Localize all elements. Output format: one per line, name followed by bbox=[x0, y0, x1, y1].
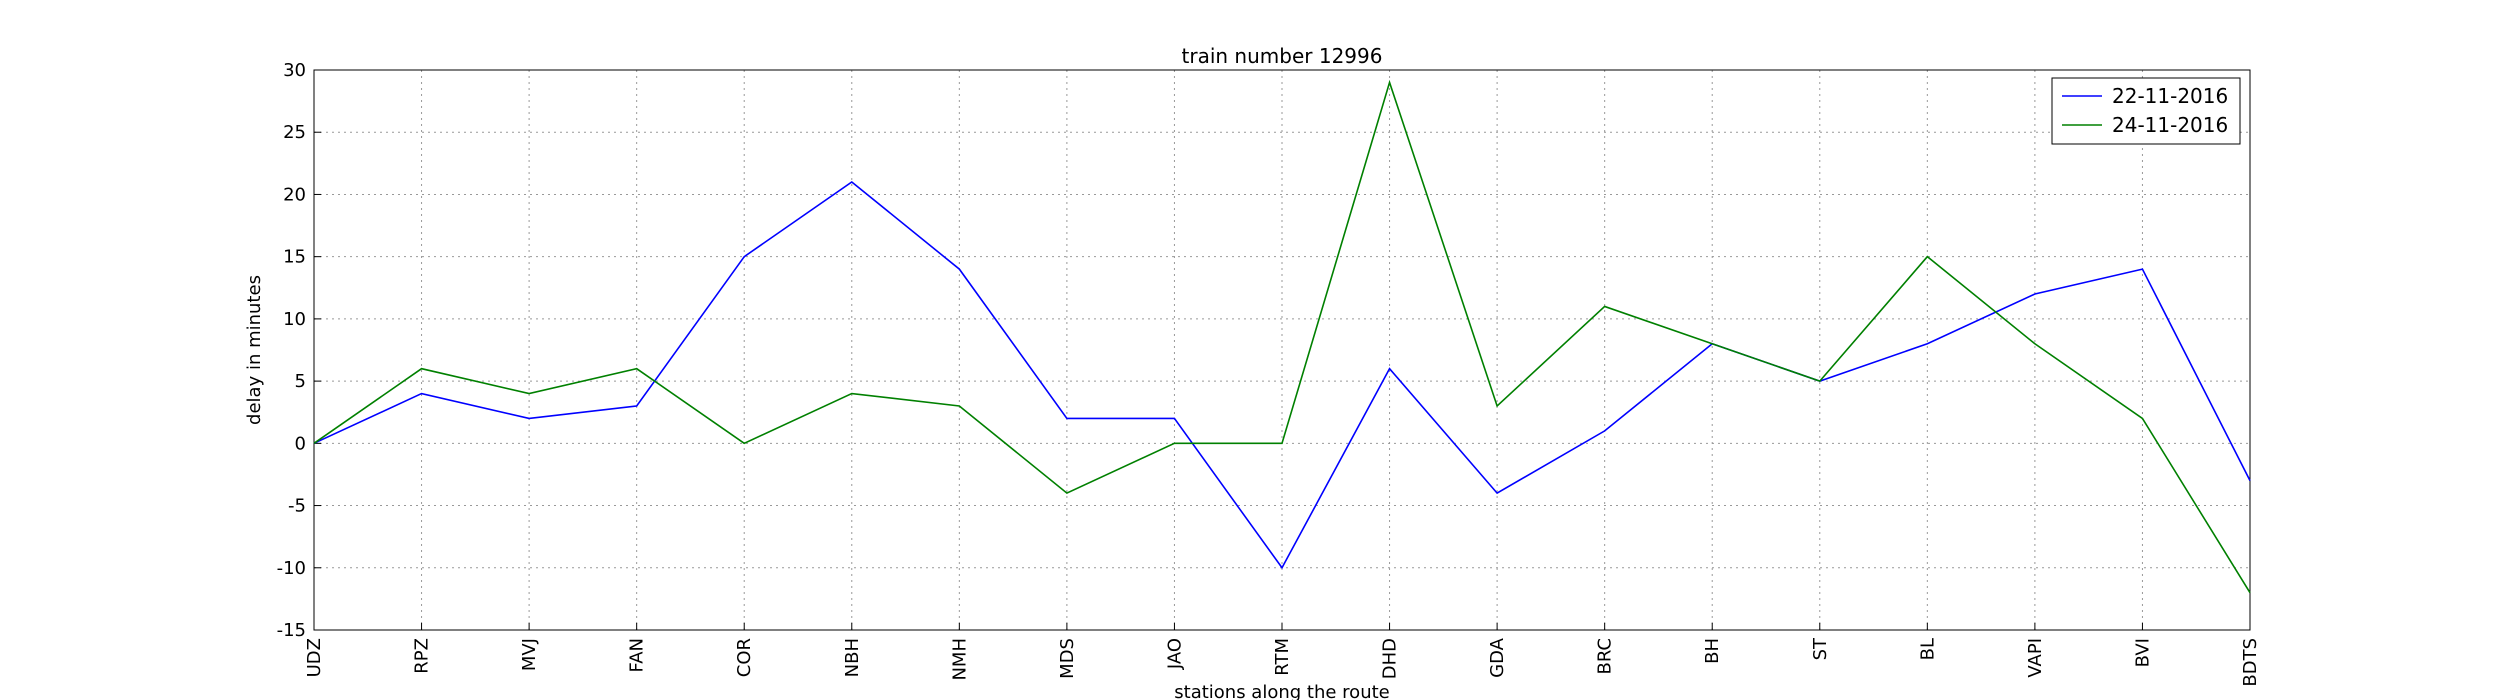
y-tick-label: -10 bbox=[277, 558, 306, 579]
line-series bbox=[313, 79, 2251, 594]
x-tick-label: BH bbox=[1702, 638, 1723, 664]
y-tick-label: 5 bbox=[295, 371, 306, 392]
legend-label: 22-11-2016 bbox=[2112, 84, 2228, 108]
x-tick-label: DHD bbox=[1380, 638, 1401, 679]
y-tick-label: 10 bbox=[283, 309, 306, 330]
x-tick-label: RPZ bbox=[412, 638, 433, 674]
x-tick-label: NMH bbox=[949, 638, 970, 681]
line-series bbox=[313, 181, 2251, 570]
x-tick-label: BL bbox=[1917, 638, 1938, 660]
x-tick-label: MDS bbox=[1057, 638, 1078, 679]
y-tick-label: 20 bbox=[283, 184, 306, 205]
chart-title: train number 12996 bbox=[1182, 44, 1383, 68]
x-axis-label: stations along the route bbox=[1174, 682, 1389, 700]
y-tick-label: 0 bbox=[295, 433, 306, 454]
x-tick-label: COR bbox=[734, 638, 755, 677]
x-tick-label: UDZ bbox=[304, 638, 325, 677]
x-tick-label: RTM bbox=[1272, 638, 1293, 676]
legend-label: 24-11-2016 bbox=[2112, 113, 2228, 137]
y-axis-label: delay in minutes bbox=[244, 275, 265, 425]
y-tick-label: 15 bbox=[283, 247, 306, 268]
y-tick-label: -15 bbox=[277, 620, 306, 641]
x-tick-label: ST bbox=[1810, 637, 1831, 660]
y-tick-label: 25 bbox=[283, 122, 306, 143]
x-tick-label: GDA bbox=[1487, 637, 1508, 677]
x-tick-label: NBH bbox=[842, 638, 863, 677]
x-tick-label: MVJ bbox=[519, 638, 540, 671]
x-tick-label: BDTS bbox=[2240, 638, 2261, 687]
x-tick-label: JAO bbox=[1164, 638, 1185, 670]
x-tick-label: BVI bbox=[2132, 638, 2153, 667]
y-tick-label: 30 bbox=[283, 60, 306, 81]
y-tick-label: -5 bbox=[288, 496, 306, 517]
legend-box bbox=[2051, 77, 2241, 145]
plot-frame bbox=[313, 69, 2251, 631]
x-tick-label: BRC bbox=[1595, 638, 1616, 675]
x-tick-label: VAPI bbox=[2025, 638, 2046, 678]
x-tick-label: FAN bbox=[627, 638, 648, 672]
